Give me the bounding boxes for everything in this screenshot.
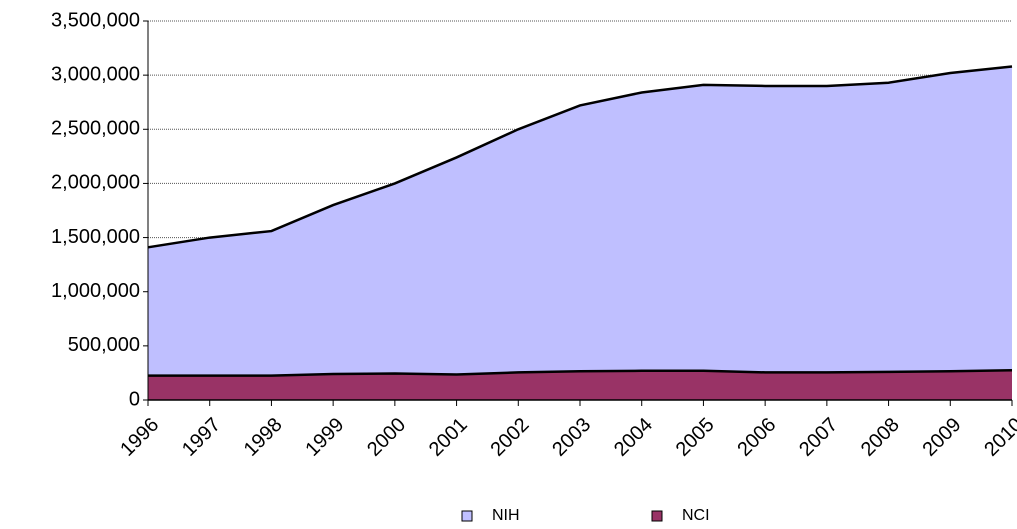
y-tick-label: 500,000 (68, 334, 140, 356)
area (148, 66, 1012, 400)
x-tick-label: 1998 (240, 414, 287, 461)
x-tick-label: 1996 (116, 414, 163, 461)
y-tick-label: 2,000,000 (51, 172, 140, 194)
x-tick-label: 1999 (301, 414, 348, 461)
x-tick-label: 2004 (610, 414, 657, 461)
legend-swatch (461, 510, 473, 522)
legend-label: NIH (492, 507, 520, 524)
area (148, 370, 1012, 400)
area-line (147, 65, 1013, 249)
x-tick-label: 2001 (425, 414, 472, 461)
y-tick-label: 3,000,000 (51, 63, 140, 85)
x-tick-label: 1997 (178, 414, 225, 461)
y-tick-label: 1,000,000 (51, 280, 140, 302)
area-line (148, 368, 1013, 377)
x-tick-label: 2005 (672, 414, 719, 461)
x-tick-label: 2003 (548, 414, 595, 461)
y-tick-label: 1,500,000 (51, 226, 140, 248)
x-tick-label: 2010 (980, 414, 1017, 461)
x-tick-label: 2006 (733, 414, 780, 461)
x-tick-label: 2000 (363, 414, 410, 461)
y-tick-label: 2,500,000 (51, 118, 140, 140)
x-tick-label: 2008 (857, 414, 904, 461)
x-tick-label: 2002 (487, 414, 534, 461)
y-tick-label: 0 (129, 388, 140, 410)
legend-label: NCI (682, 507, 710, 524)
x-tick-label: 2009 (919, 414, 966, 461)
legend-swatch (651, 510, 663, 522)
y-tick-label: 3,500,000 (51, 9, 140, 31)
x-tick-label: 2007 (795, 414, 842, 461)
